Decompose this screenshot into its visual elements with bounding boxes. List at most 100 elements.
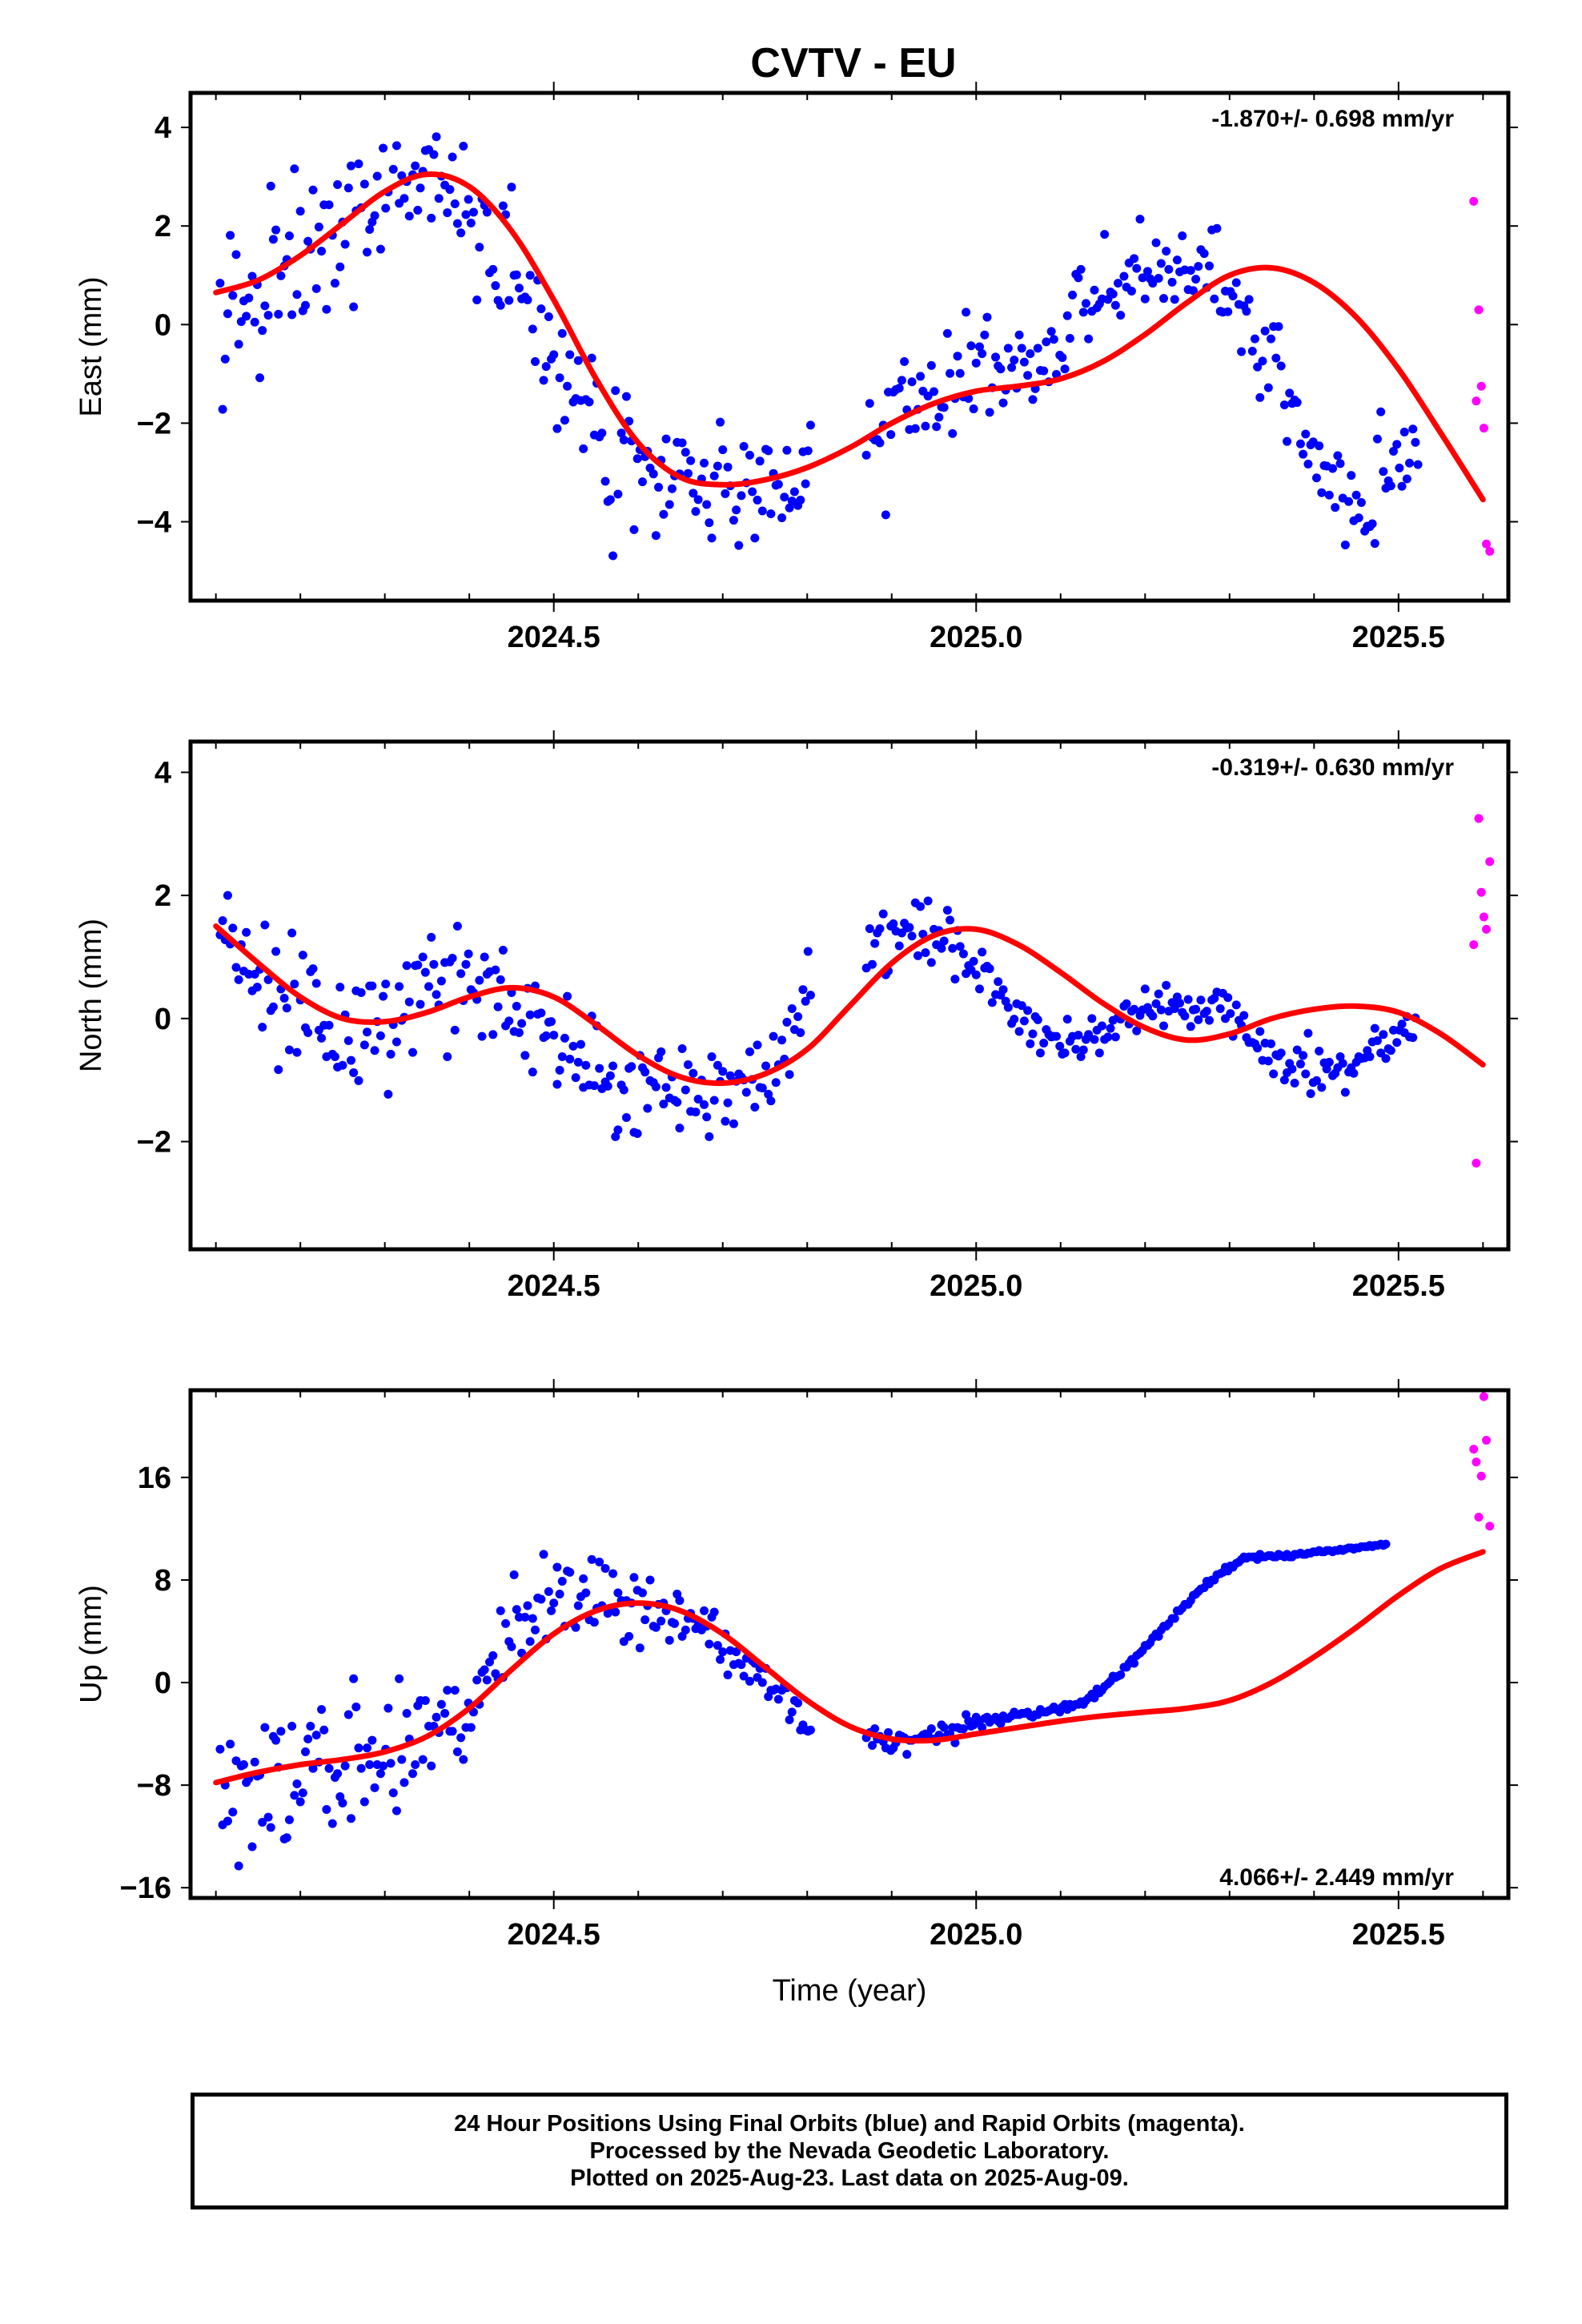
east-final-point xyxy=(1250,334,1259,344)
east-final-point xyxy=(314,222,323,231)
east-final-point xyxy=(1126,286,1136,296)
north-final-point xyxy=(798,985,808,995)
up-final-point xyxy=(651,1622,661,1632)
north-final-point xyxy=(263,975,273,984)
east-final-point xyxy=(370,211,379,220)
east-final-point xyxy=(450,199,460,208)
east-final-point xyxy=(1084,334,1094,344)
north-final-point xyxy=(555,1065,564,1075)
up-final-point xyxy=(939,1723,949,1732)
up-final-point xyxy=(234,1861,243,1871)
up-final-point xyxy=(319,1725,329,1735)
north-final-point xyxy=(974,984,984,994)
east-final-point xyxy=(755,456,765,466)
north-final-point xyxy=(1019,1016,1029,1026)
east-final-point xyxy=(998,398,1008,408)
up-final-point xyxy=(370,1783,379,1792)
x-axis-label: Time (year) xyxy=(773,1974,927,2008)
up-final-point xyxy=(450,1686,460,1695)
up-final-point xyxy=(250,1757,259,1767)
east-final-point xyxy=(311,283,321,293)
up-final-point xyxy=(1435,0,1443,5)
east-final-point xyxy=(573,356,583,365)
east-final-point xyxy=(1255,392,1265,402)
up-rapid-point xyxy=(1472,1458,1481,1467)
north-final-point xyxy=(491,965,500,975)
up-final-point xyxy=(509,1570,519,1580)
north-final-point xyxy=(681,1085,690,1095)
east-final-point xyxy=(1237,347,1247,356)
east-rapid-point xyxy=(1479,424,1488,433)
east-final-point xyxy=(907,377,917,387)
north-final-point xyxy=(603,1081,612,1091)
up-final-point xyxy=(958,1724,968,1734)
up-final-point xyxy=(709,1607,719,1617)
north-final-point xyxy=(753,1040,762,1050)
up-final-point xyxy=(282,1833,291,1843)
east-final-point xyxy=(948,428,958,438)
north-final-point xyxy=(1026,1039,1035,1048)
east-final-point xyxy=(363,247,372,257)
east-final-point xyxy=(969,404,978,414)
north-final-point xyxy=(761,1061,771,1071)
north-final-point xyxy=(937,943,946,953)
up-rapid-point xyxy=(1482,1435,1492,1445)
east-final-point xyxy=(1340,540,1350,549)
north-final-point xyxy=(1097,1021,1106,1031)
north-final-point xyxy=(1437,0,1446,5)
up-final-point xyxy=(322,1805,331,1815)
north-final-point xyxy=(520,1051,530,1060)
north-final-point xyxy=(985,964,994,974)
up-final-point xyxy=(1381,1539,1391,1549)
up-final-point xyxy=(290,1791,299,1800)
up-final-point xyxy=(300,1747,310,1756)
north-final-point xyxy=(443,1051,452,1061)
up-final-point xyxy=(739,1671,749,1681)
up-final-point xyxy=(635,1643,644,1653)
east-final-point xyxy=(400,194,409,203)
north-final-point xyxy=(801,996,810,1006)
east-final-point xyxy=(1260,326,1270,336)
east-final-point xyxy=(1231,278,1241,287)
east-final-point xyxy=(1162,247,1171,256)
east-final-point xyxy=(865,399,874,408)
up-rapid-point xyxy=(1476,1471,1486,1481)
east-final-point xyxy=(349,302,359,312)
east-final-point xyxy=(335,262,345,271)
up-final-point xyxy=(870,1724,880,1734)
north-final-point xyxy=(1419,0,1427,5)
up-final-point xyxy=(443,1686,452,1695)
east-final-point xyxy=(1186,266,1195,275)
up-final-point xyxy=(547,1606,556,1615)
east-final-point xyxy=(723,462,733,472)
north-final-point xyxy=(661,1083,671,1092)
east-final-point xyxy=(557,328,567,338)
north-final-point xyxy=(1132,1026,1142,1035)
east-final-point xyxy=(1440,0,1449,5)
y-tick-label: −16 xyxy=(120,1872,171,1905)
north-final-point xyxy=(1464,0,1473,5)
up-final-point xyxy=(1384,0,1393,5)
up-final-point xyxy=(523,1601,532,1610)
east-final-point xyxy=(496,300,505,310)
north-final-point xyxy=(346,1055,355,1065)
north-final-point xyxy=(359,1040,369,1050)
north-final-point xyxy=(1315,1047,1324,1056)
east-final-point xyxy=(1283,436,1292,446)
north-final-point xyxy=(1231,1000,1241,1010)
north-final-point xyxy=(1453,0,1462,5)
east-y-axis-label: East (mm) xyxy=(74,276,108,416)
north-final-point xyxy=(552,1080,562,1089)
north-final-point xyxy=(1175,999,1185,1008)
up-final-point xyxy=(544,1586,553,1596)
north-final-point xyxy=(541,1031,551,1040)
north-final-point xyxy=(913,951,922,960)
east-final-point xyxy=(1033,344,1042,353)
up-final-point xyxy=(388,1788,398,1798)
east-final-point xyxy=(1188,286,1198,296)
up-final-point xyxy=(1427,0,1435,5)
north-final-point xyxy=(450,1025,460,1035)
up-final-point xyxy=(375,1769,385,1779)
north-final-point xyxy=(1421,0,1430,5)
east-final-point xyxy=(1347,471,1356,480)
